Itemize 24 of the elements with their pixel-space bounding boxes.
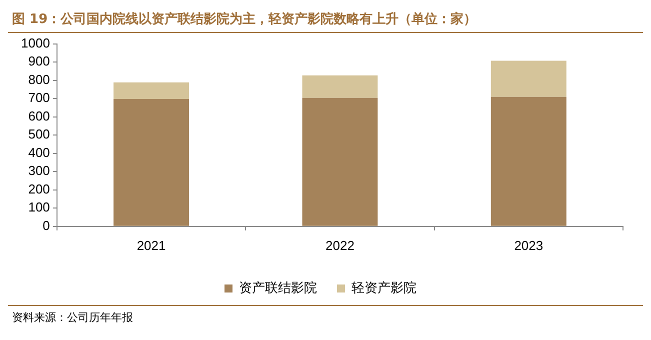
- y-tick-label: 800: [28, 72, 50, 87]
- chart-title: 图 19：公司国内院线以资产联结影院为主，轻资产影院数略有上升（单位：家）: [8, 8, 643, 33]
- x-tick-label: 2023: [514, 238, 544, 253]
- bar: [302, 75, 378, 98]
- bar: [302, 98, 378, 226]
- x-tick-label: 2021: [136, 238, 166, 253]
- y-tick-label: 300: [28, 163, 50, 178]
- y-tick-label: 900: [28, 54, 50, 69]
- y-tick-label: 100: [28, 200, 50, 215]
- bar: [114, 98, 190, 226]
- bar: [490, 60, 566, 97]
- bar: [114, 82, 190, 99]
- y-tick-label: 0: [42, 218, 50, 233]
- bar: [490, 96, 566, 226]
- y-tick-label: 700: [28, 90, 50, 106]
- y-tick-label: 500: [28, 126, 50, 142]
- y-tick-label: 600: [28, 108, 50, 124]
- y-tick-label: 200: [28, 181, 50, 196]
- legend-label: 轻资产影院: [352, 280, 416, 296]
- x-tick-label: 2022: [326, 238, 354, 253]
- legend-label: 资产联结影院: [239, 280, 317, 296]
- y-tick-label: 400: [28, 144, 50, 160]
- text: 资料来源：公司历年年报: [12, 310, 134, 325]
- y-tick-label: 1000: [21, 35, 50, 50]
